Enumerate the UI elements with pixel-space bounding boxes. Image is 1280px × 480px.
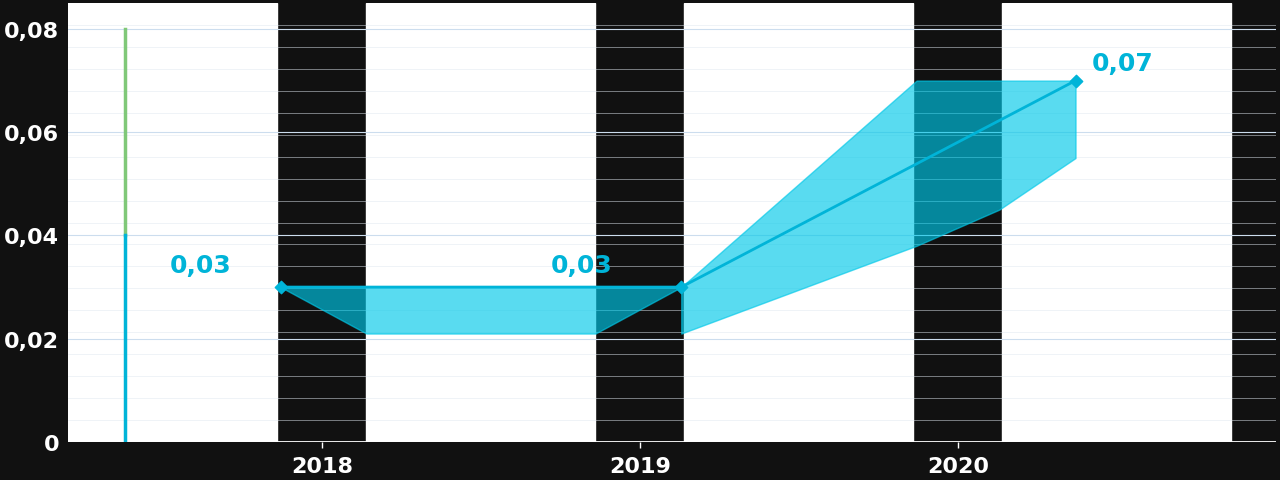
Bar [1002,4,1231,442]
Point [671,284,691,291]
Point [1065,78,1085,85]
Bar [366,4,595,442]
Bar [685,4,914,442]
Text: 0,03: 0,03 [169,253,232,277]
Text: 0,03: 0,03 [550,253,613,277]
Bar [49,4,278,442]
Text: 0,07: 0,07 [1092,52,1153,76]
Point [270,284,291,291]
